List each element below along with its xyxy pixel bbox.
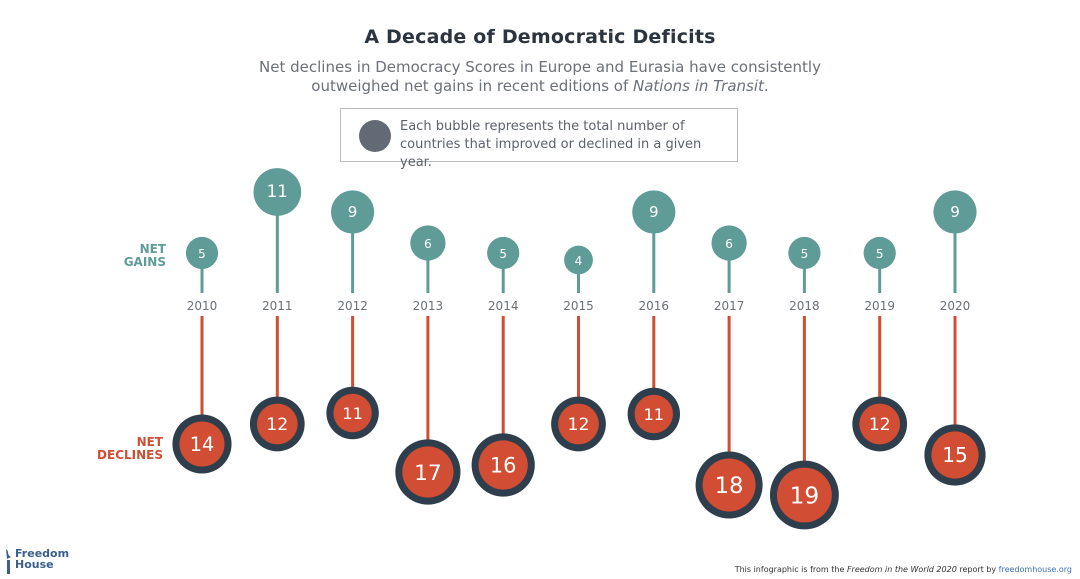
logo-line-1: Freedom [15,547,70,560]
gain-value-label: 4 [575,254,583,268]
decline-value-label: 19 [790,482,820,509]
legend-text: Each bubble represents the total number … [400,118,735,172]
source-note-middle: report by [956,565,999,574]
decline-value-label: 15 [942,443,968,467]
gain-bubble [933,190,977,234]
decline-bubble [702,458,756,512]
year-label: 2014 [488,299,519,313]
year-label: 2019 [864,299,895,313]
decline-value-label: 12 [869,415,891,435]
gain-value-label: 6 [725,237,733,251]
decline-bubble [776,467,832,523]
gain-value-label: 11 [267,181,288,201]
gain-bubble [863,236,896,270]
gain-value-label: 9 [950,203,960,221]
legend-line-2: countries that improved or declined in a… [400,137,702,170]
decline-value-label: 14 [190,433,214,456]
gain-bubble [253,168,302,216]
gain-bubble [711,225,747,261]
gain-value-label: 9 [649,203,659,221]
chart-marks: 2010 5 14 2011 11 12 2012 9 11 2013 6 17 2014 5 16 2015… [172,168,986,530]
year-label: 2010 [187,299,218,313]
decline-bubble [558,403,599,445]
legend-line-1: Each bubble represents the total number … [400,119,685,134]
gain-bubble [788,236,821,270]
decline-bubble [333,393,372,433]
year-label: 2013 [413,299,444,313]
decline-bubble [859,403,901,445]
subtitle-line-2-prefix: outweighed net gains in recent editions … [311,77,634,95]
logo-line-2: House [15,558,54,571]
source-note-prefix: This infographic is from the [734,565,847,574]
decline-bubble [931,431,979,479]
gain-value-label: 5 [198,247,206,261]
year-label: 2018 [789,299,820,313]
decline-bubble [179,421,225,467]
gain-bubble [487,236,520,270]
source-note: This infographic is from the Freedom in … [735,565,1072,574]
year-label: 2017 [714,299,745,313]
legend-bubble-icon [359,120,391,152]
year-label: 2020 [940,299,971,313]
decline-value-label: 12 [266,415,288,435]
decline-value-label: 16 [490,454,517,478]
year-label: 2012 [337,299,368,313]
subtitle-line-1: Net declines in Democracy Scores in Euro… [259,58,821,76]
row-label-declines-line2: DECLINES [97,448,163,462]
decline-value-label: 18 [715,473,744,499]
gain-value-label: 5 [499,247,507,261]
gain-bubble [331,190,375,234]
decline-bubble [478,440,528,490]
legend-box: Each bubble represents the total number … [340,108,738,170]
decline-value-label: 11 [643,405,664,424]
year-label: 2016 [639,299,670,313]
row-label-gains: NET GAINS [124,242,167,269]
gain-value-label: 9 [348,203,358,221]
decline-value-label: 17 [414,461,442,486]
subtitle-line-2-suffix: . [763,77,769,95]
source-link[interactable]: freedomhouse.org [998,565,1072,574]
year-label: 2011 [262,299,293,313]
row-label-declines: NET DECLINES [97,435,164,462]
row-label-gains-line1: NET [140,242,167,256]
row-label-declines-line1: NET [137,435,164,449]
gain-bubble [632,190,676,234]
row-label-gains-line2: GAINS [124,255,166,269]
subtitle-publication-name: Nations in Transit [633,77,764,95]
gain-value-label: 5 [876,247,884,261]
decline-value-label: 11 [342,404,363,423]
gain-bubble [564,245,593,275]
decline-bubble [634,394,674,434]
torch-icon [6,549,11,574]
gain-value-label: 6 [424,237,432,251]
gain-bubble [185,236,219,270]
logo-text: Freedom House [15,548,69,570]
decline-bubble [256,403,298,445]
decline-value-label: 12 [568,415,590,435]
decline-bubble [402,446,454,498]
source-report-name: Freedom in the World 2020 [846,565,957,574]
gain-bubble [410,225,446,261]
gain-value-label: 5 [801,247,809,261]
freedom-house-logo: Freedom House [4,548,74,576]
year-label: 2015 [563,299,594,313]
chart-subtitle: Net declines in Democracy Scores in Euro… [0,58,1080,96]
chart-title: A Decade of Democratic Deficits [364,26,716,48]
